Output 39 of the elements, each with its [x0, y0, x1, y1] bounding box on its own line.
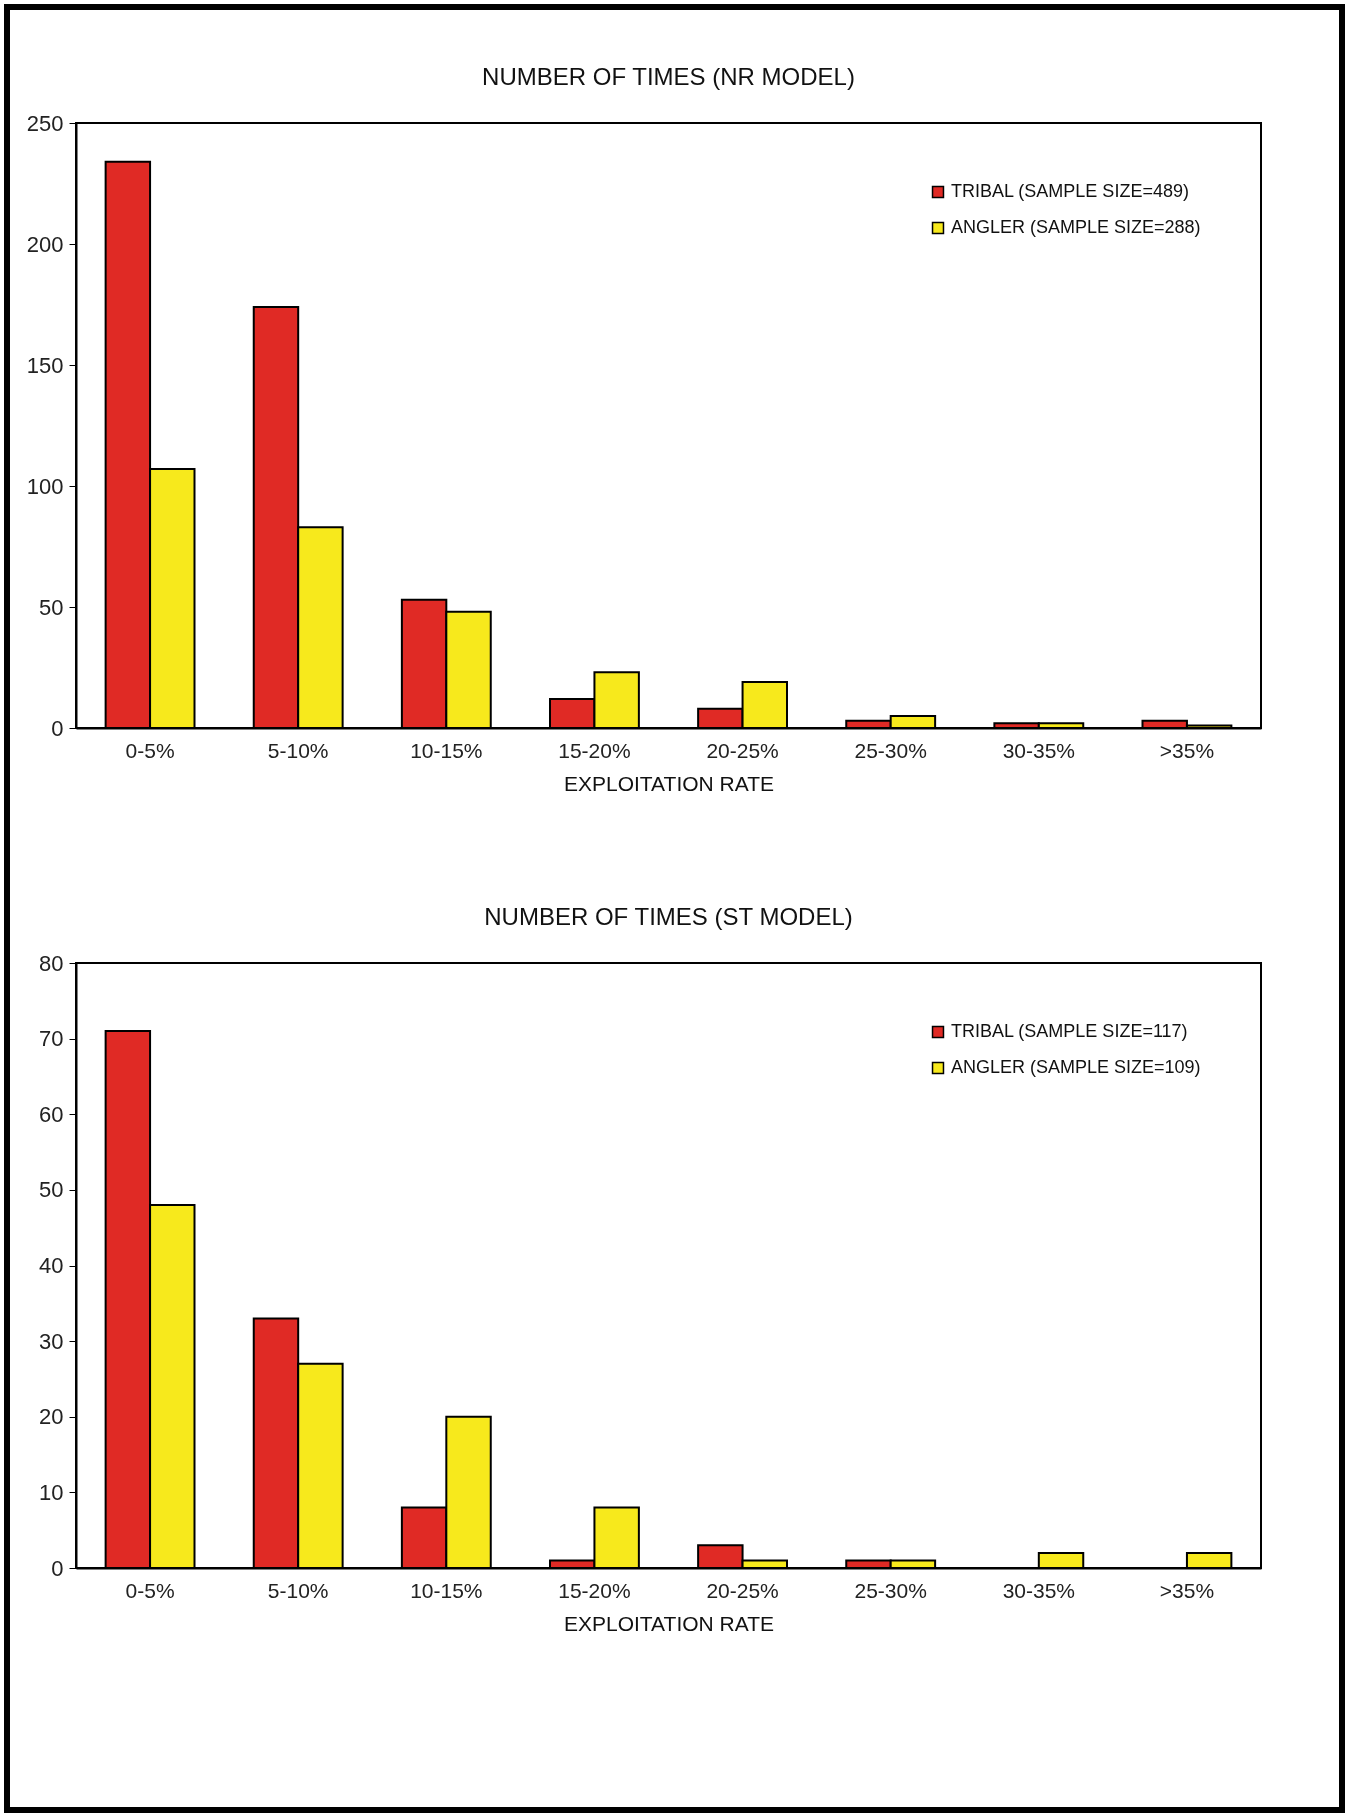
y-tick-label: 40	[39, 1253, 64, 1278]
chart-title: NUMBER OF TIMES (NR MODEL)	[482, 63, 855, 90]
x-tick-label: 30-35%	[1002, 1578, 1076, 1602]
y-tick-label: 10	[39, 1479, 64, 1505]
y-tick-label: 100	[26, 473, 64, 499]
y-tick-label: 250	[26, 110, 64, 136]
y-tick-label: 20	[39, 1404, 64, 1430]
x-tick-label: >35%	[1159, 738, 1215, 762]
x-tick-label: 0-5%	[125, 1578, 175, 1602]
x-tick-label: 25-30%	[854, 738, 927, 762]
x-axis-title: EXPLOITATION RATE	[563, 771, 775, 795]
legend-label: ANGLER (SAMPLE SIZE=109)	[951, 1057, 1201, 1077]
y-tick-label: 200	[26, 231, 64, 257]
x-tick-label: 5-10%	[267, 1578, 329, 1602]
y-tick-label: 0	[51, 715, 64, 741]
y-tick-label: 80	[39, 950, 64, 976]
legend-label: TRIBAL (SAMPLE SIZE=489)	[951, 181, 1189, 201]
x-tick-label: 5-10%	[267, 738, 329, 762]
x-tick-label: >35%	[1159, 1578, 1215, 1602]
y-tick-label: 50	[39, 594, 64, 620]
x-tick-label: 0-5%	[125, 738, 175, 762]
x-tick-label: 20-25%	[706, 738, 779, 762]
x-axis-title: EXPLOITATION RATE	[563, 1611, 775, 1635]
y-tick-label: 50	[39, 1177, 64, 1203]
x-tick-label: 15-20%	[558, 738, 631, 762]
x-tick-label: 15-20%	[558, 1578, 631, 1602]
y-tick-label: 70	[39, 1026, 64, 1052]
x-tick-label: 25-30%	[854, 1578, 927, 1602]
chart-title: NUMBER OF TIMES (ST MODEL)	[484, 903, 853, 930]
y-tick-label: 150	[26, 352, 64, 378]
legend-label: ANGLER (SAMPLE SIZE=288)	[951, 217, 1201, 237]
x-tick-label: 10-15%	[410, 738, 483, 762]
x-tick-label: 10-15%	[410, 1578, 483, 1602]
legend-label: TRIBAL (SAMPLE SIZE=117)	[951, 1021, 1188, 1041]
x-tick-label: 20-25%	[706, 1578, 779, 1602]
y-tick-label: 30	[39, 1328, 64, 1354]
x-tick-label: 30-35%	[1002, 738, 1076, 762]
y-tick-label: 60	[39, 1101, 64, 1127]
y-tick-label: 0	[51, 1555, 64, 1581]
